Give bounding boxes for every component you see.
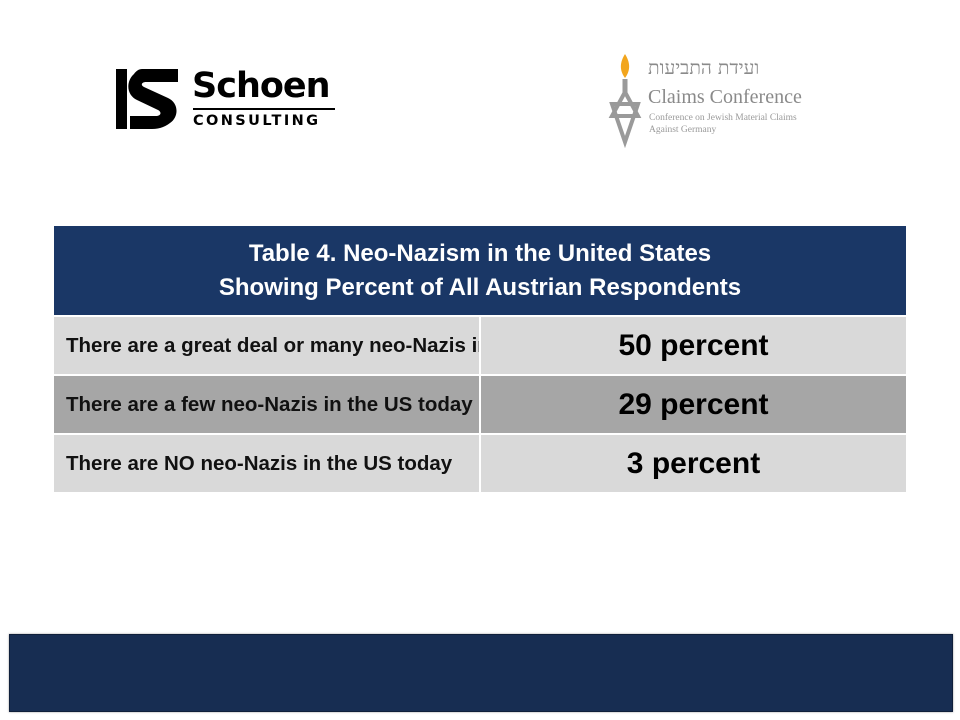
claims-conference-hebrew-name: ועידת התביעות [648,57,760,79]
table-title: Table 4. Neo-Nazism in the United States… [54,226,906,317]
table-row: There are NO neo-Nazis in the US today 3… [54,434,906,494]
table-row: There are a great deal or many neo-Nazis… [54,316,906,376]
neo-nazism-table: Table 4. Neo-Nazism in the United States… [54,226,906,494]
table-title-line-2: Showing Percent of All Austrian Responde… [218,273,742,301]
row-label: There are a great deal or many neo-Nazis… [54,316,481,376]
row-value: 50 percent [480,316,906,376]
row-value: 3 percent [480,434,906,494]
schoen-logo-subtitle: CONSULTING [193,113,321,129]
table-header-row: Table 4. Neo-Nazism in the United States… [54,226,906,317]
claims-conference-name: Claims Conference [648,86,802,108]
row-label: There are a few neo-Nazis in the US toda… [54,375,481,435]
claims-conference-logo: ועידת התביעות Claims Conference Conferen… [604,52,824,148]
schoen-s-mark-icon [116,69,178,129]
row-label: There are NO neo-Nazis in the US today [54,434,481,494]
claims-description-line-2: Against Germany [649,125,717,135]
candle-star-icon [608,54,642,148]
schoen-consulting-logo: Schoen CONSULTING [116,66,346,132]
table-title-line-1: Table 4. Neo-Nazism in the United States [248,239,712,267]
schoen-logo-divider [193,108,335,110]
claims-description-line-1: Conference on Jewish Material Claims [649,113,797,123]
schoen-logo-name: Schoen [192,66,331,106]
row-value: 29 percent [480,375,906,435]
claims-conference-description: Conference on Jewish Material Claims Aga… [649,112,829,136]
table-row: There are a few neo-Nazis in the US toda… [54,375,906,435]
footer-band [9,634,953,712]
